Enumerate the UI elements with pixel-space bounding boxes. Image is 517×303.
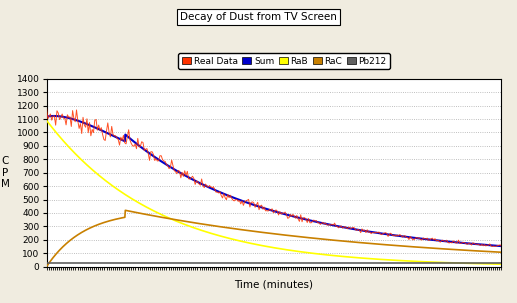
Text: Decay of Dust from TV Screen: Decay of Dust from TV Screen [180,12,337,22]
X-axis label: Time (minutes): Time (minutes) [235,279,313,289]
Y-axis label: C
P
M: C P M [1,156,10,189]
Legend: Real Data, Sum, RaB, RaC, Pb212: Real Data, Sum, RaB, RaC, Pb212 [178,53,390,69]
